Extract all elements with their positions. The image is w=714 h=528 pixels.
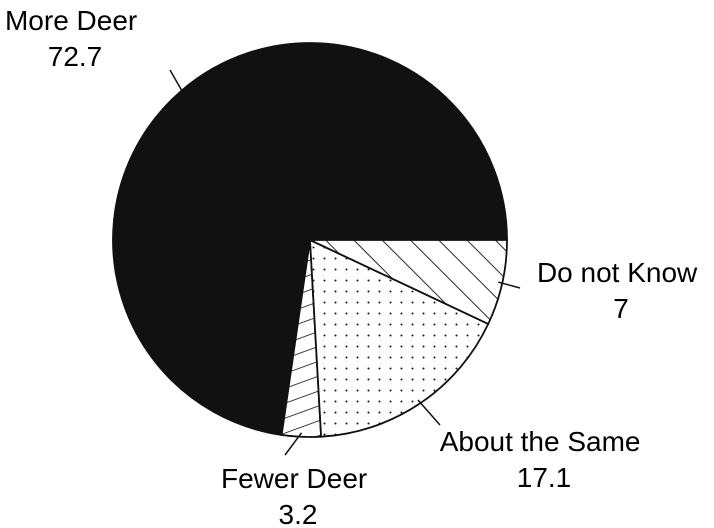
label-do-not-know-name: Do not Know xyxy=(537,257,698,288)
label-do-not-know: Do not Know 7 xyxy=(537,257,705,324)
label-do-not-know-value: 7 xyxy=(613,293,629,324)
label-fewer-deer-value: 3.2 xyxy=(279,499,318,528)
leader-do-not-know xyxy=(498,281,521,289)
leader-about-the-same xyxy=(417,399,441,426)
label-more-deer-name: More Deer xyxy=(5,5,137,36)
leader-fewer-deer xyxy=(284,432,303,456)
label-fewer-deer-name: Fewer Deer xyxy=(221,463,367,494)
slice-labels: More Deer 72.7 Fewer Deer 3.2 About the … xyxy=(5,5,705,528)
label-about-the-same-value: 17.1 xyxy=(517,462,572,493)
label-fewer-deer: Fewer Deer 3.2 xyxy=(221,463,375,528)
leader-lines xyxy=(169,69,521,456)
label-about-the-same: About the Same 17.1 xyxy=(440,426,649,493)
pie-slices xyxy=(112,42,508,438)
label-more-deer: More Deer 72.7 xyxy=(5,5,145,72)
label-more-deer-value: 72.7 xyxy=(48,41,103,72)
label-about-the-same-name: About the Same xyxy=(440,426,641,457)
leader-more-deer xyxy=(169,69,185,95)
